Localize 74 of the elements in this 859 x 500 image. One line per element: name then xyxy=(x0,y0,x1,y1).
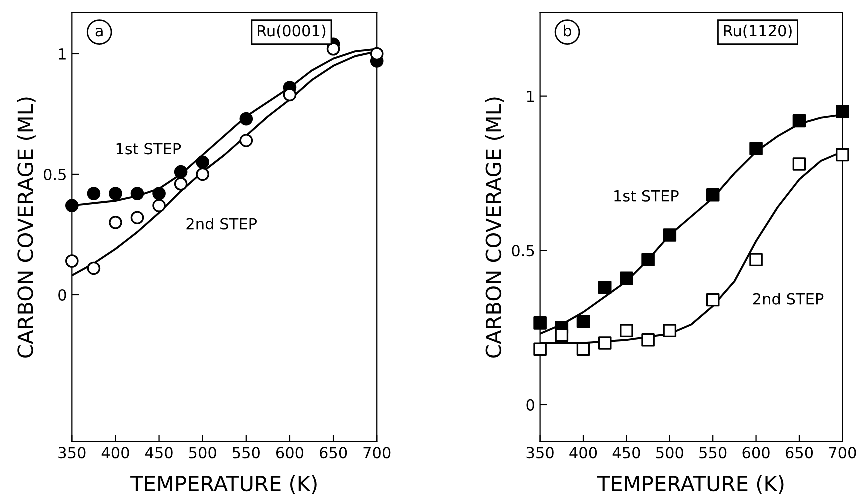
x-tick-label: 600 xyxy=(742,447,770,459)
x-axis-title: TEMPERATURE (K) xyxy=(130,476,317,494)
point xyxy=(750,253,763,267)
point xyxy=(706,188,720,202)
x-tick-label: 700 xyxy=(364,447,391,459)
point xyxy=(109,216,122,230)
x-tick-label: 450 xyxy=(612,447,640,459)
point xyxy=(598,281,612,294)
x-tick-label: 650 xyxy=(320,447,348,459)
annotation: 1st STEP xyxy=(614,190,679,202)
x-tick-label: 450 xyxy=(145,447,173,459)
point xyxy=(240,112,254,126)
point xyxy=(598,336,612,350)
point xyxy=(87,262,101,276)
point xyxy=(174,165,188,179)
point xyxy=(576,342,590,356)
x-axis-title: TEMPERATURE (K) xyxy=(597,476,784,494)
point xyxy=(370,47,384,61)
point xyxy=(792,158,806,171)
point xyxy=(152,199,166,212)
annotation: a xyxy=(96,28,103,37)
point xyxy=(555,328,569,342)
x-tick-label: 350 xyxy=(526,447,554,459)
point xyxy=(174,177,188,191)
point xyxy=(620,272,634,286)
point xyxy=(620,324,634,338)
y-tick-label: 0.5 xyxy=(512,245,534,257)
point xyxy=(196,156,210,170)
y-tick-label: 1 xyxy=(527,90,534,102)
point xyxy=(642,253,655,267)
point xyxy=(706,293,720,307)
point xyxy=(196,168,210,182)
point xyxy=(326,42,340,56)
x-tick-label: 500 xyxy=(189,447,216,459)
annotation: 2nd STEP xyxy=(186,218,257,230)
annotation: Ru(0001) xyxy=(258,24,326,39)
y-tick-label: 0 xyxy=(526,399,534,411)
x-tick-label: 400 xyxy=(102,447,130,459)
y-tick-label: 0.5 xyxy=(44,168,66,180)
x-tick-label: 700 xyxy=(829,447,856,459)
x-tick-label: 400 xyxy=(570,447,598,459)
x-tick-label: 550 xyxy=(233,447,260,459)
x-tick-label: 500 xyxy=(656,447,684,459)
y-axis-title: CARBON COVERAGE (ML) xyxy=(485,98,504,358)
x-tick-label: 600 xyxy=(276,447,304,459)
point xyxy=(836,105,850,118)
x-tick-label: 650 xyxy=(786,447,814,459)
point xyxy=(534,342,547,356)
point xyxy=(66,254,79,268)
point xyxy=(792,114,806,128)
point xyxy=(642,334,655,347)
point xyxy=(130,187,144,200)
x-tick-label: 350 xyxy=(58,447,86,459)
y-tick-label: 0 xyxy=(58,289,66,302)
annotation: 2nd STEP xyxy=(753,293,824,305)
point xyxy=(130,211,144,225)
point xyxy=(576,314,590,328)
x-tick-label: 550 xyxy=(700,447,727,459)
y-axis-title: CARBON COVERAGE (ML) xyxy=(17,98,36,358)
point xyxy=(87,187,101,200)
point xyxy=(836,148,850,162)
annotation: 1st STEP xyxy=(116,143,182,155)
annotation: Ru(112̄0) xyxy=(724,24,792,39)
point xyxy=(240,134,254,148)
point xyxy=(109,187,122,200)
point xyxy=(534,316,547,330)
point xyxy=(66,199,79,212)
point xyxy=(663,324,677,338)
point xyxy=(663,228,677,242)
annotation: b xyxy=(564,24,572,37)
point xyxy=(152,187,166,200)
y-tick-label: 1 xyxy=(59,48,66,60)
point xyxy=(750,142,763,156)
point xyxy=(283,88,297,102)
